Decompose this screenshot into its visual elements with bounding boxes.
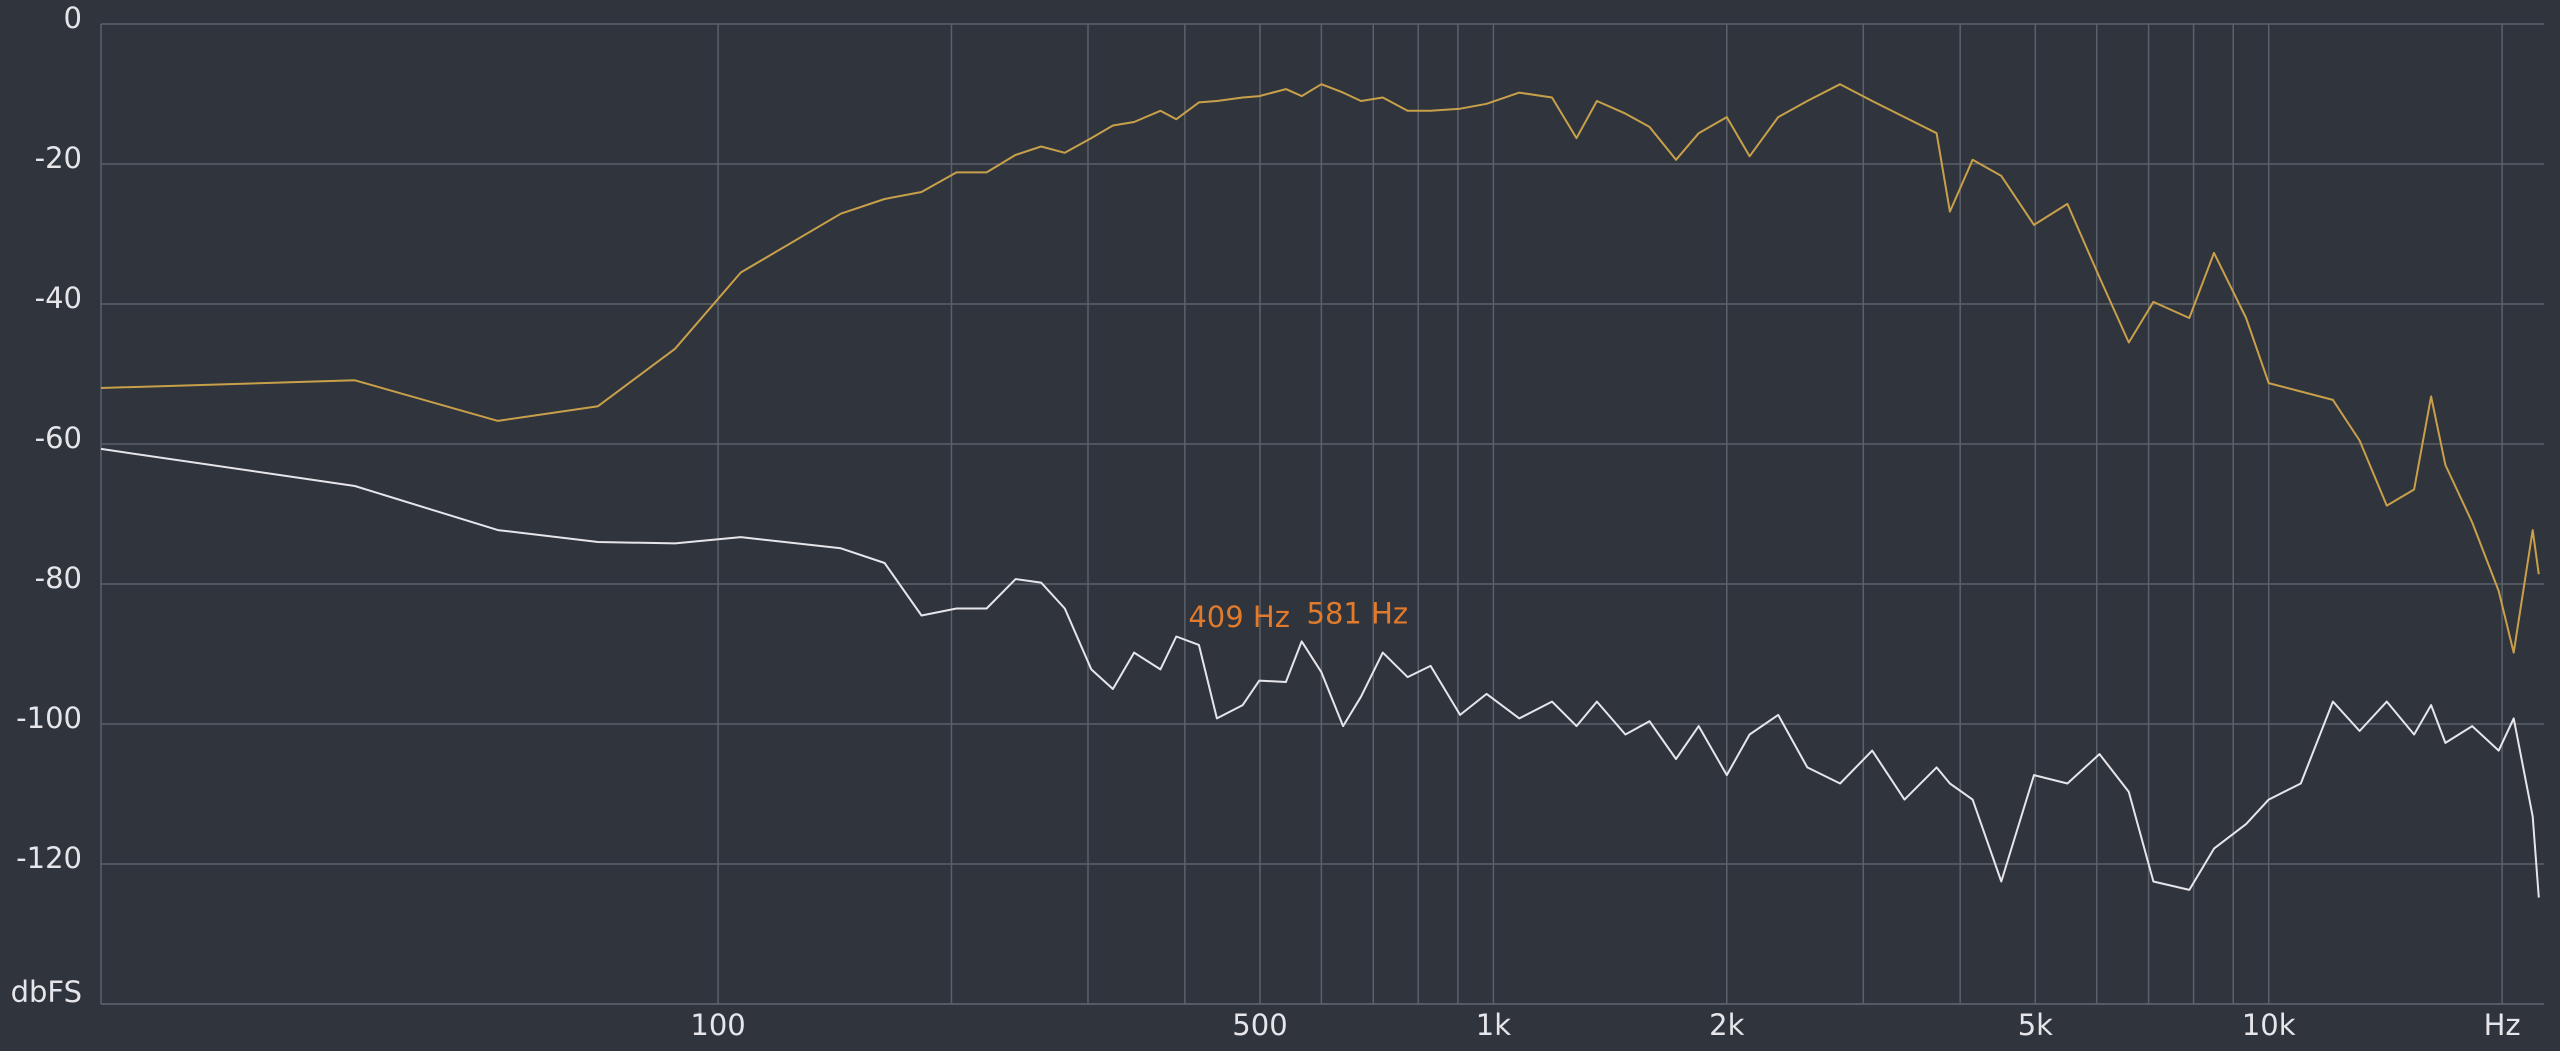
peak-annotation: 581 Hz <box>1307 596 1409 630</box>
x-tick-label: 500 <box>1232 1008 1287 1042</box>
y-tick-label: -40 <box>35 281 82 315</box>
y-tick-label: -120 <box>16 841 82 875</box>
y-tick-label: -60 <box>35 421 82 455</box>
peak-annotation: 409 Hz <box>1188 600 1290 634</box>
x-tick-label: 1k <box>1476 1008 1511 1042</box>
x-tick-label: 10k <box>2242 1008 2296 1042</box>
x-tick-label: Hz <box>2484 1008 2521 1042</box>
spectrum-line <box>100 447 2540 898</box>
x-tick-label: 2k <box>1709 1008 1744 1042</box>
y-tick-label: dbFS <box>11 975 82 1009</box>
x-tick-label: 5k <box>2018 1008 2053 1042</box>
y-tick-label: -20 <box>35 141 82 175</box>
x-tick-label: 100 <box>690 1008 745 1042</box>
spectrum-line <box>100 83 2540 654</box>
y-tick-label: -80 <box>35 561 82 595</box>
y-tick-label: 0 <box>64 1 82 35</box>
y-tick-label: -100 <box>16 701 82 735</box>
